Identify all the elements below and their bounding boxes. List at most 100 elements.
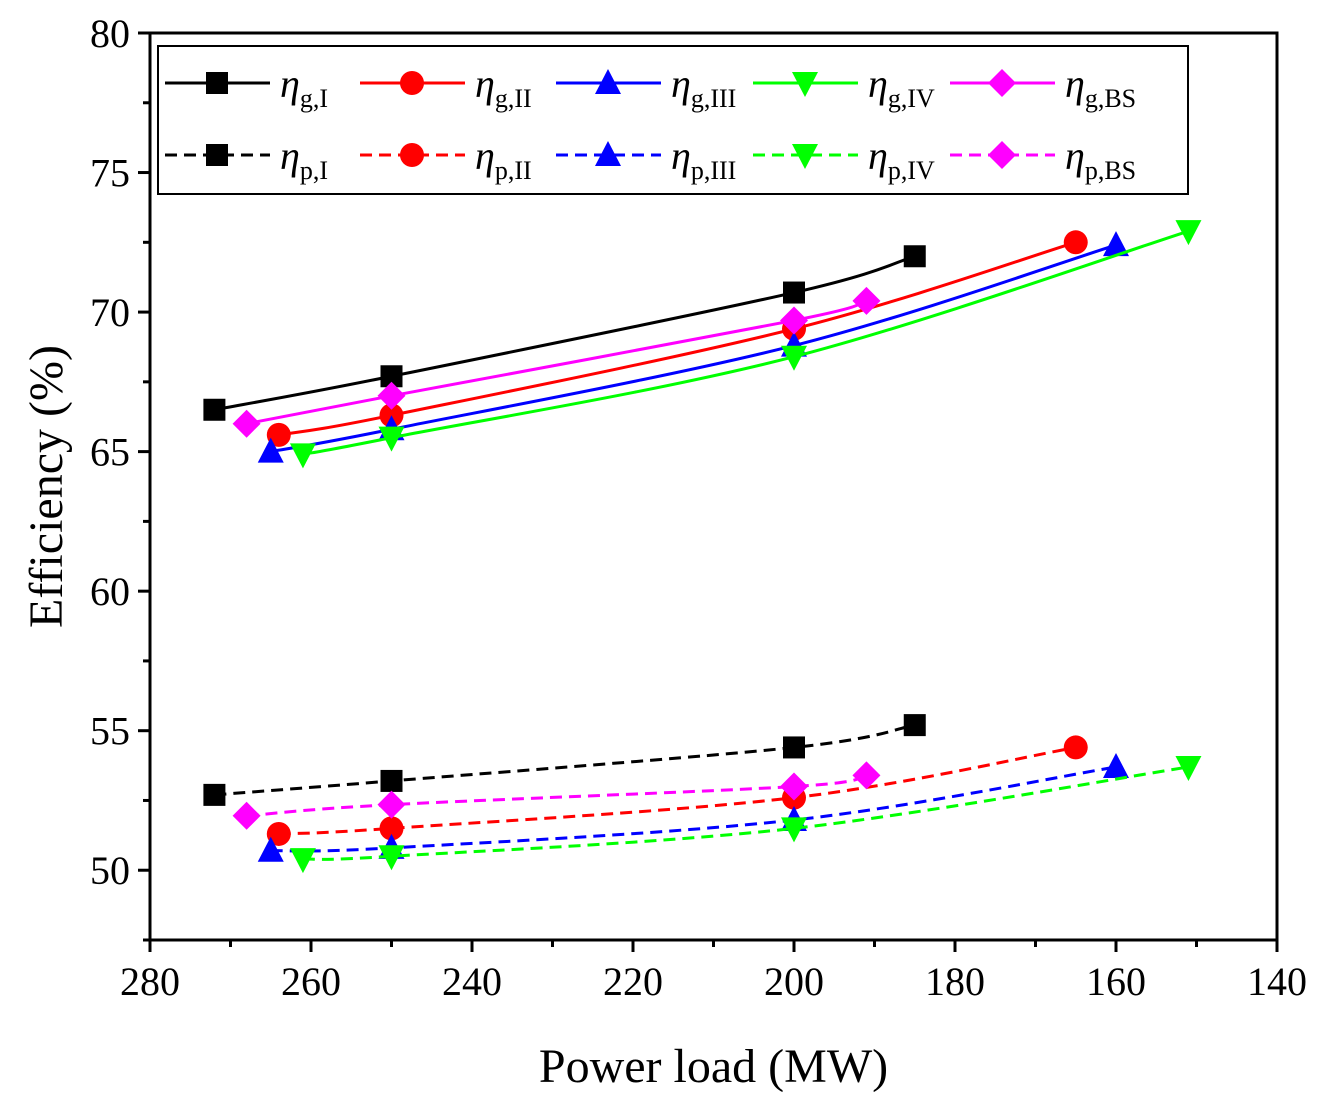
y-tick-label: 70: [90, 290, 130, 335]
data-point: [203, 398, 226, 421]
y-tick-label: 55: [90, 709, 130, 754]
data-point: [232, 409, 261, 438]
legend-marker: [595, 141, 621, 166]
legend-label-sub: g,BS: [1085, 84, 1136, 113]
series-line: [214, 254, 916, 412]
legend-label-sub: g,IV: [888, 84, 935, 113]
legend-item: ηg,BS: [950, 61, 1136, 113]
series-line: [302, 765, 1189, 861]
data-point: [378, 426, 405, 452]
data-point: [377, 381, 406, 410]
legend-label-main: η: [868, 133, 888, 178]
data-point: [203, 783, 226, 806]
legend-label-main: η: [475, 61, 495, 106]
legend-label: ηp,IV: [868, 133, 935, 185]
legend-marker: [792, 72, 818, 97]
data-point: [378, 845, 405, 871]
x-tick-label: 140: [1247, 959, 1307, 1004]
legend-label-main: η: [475, 133, 495, 178]
legend-label-main: η: [671, 61, 691, 106]
data-point: [903, 714, 926, 737]
data-point: [780, 772, 808, 801]
data-point: [852, 761, 881, 790]
legend-label: ηg,II: [475, 61, 532, 113]
legend-box: [157, 45, 1189, 195]
legend-label-sub: p,BS: [1085, 156, 1136, 185]
legend-label: ηp,BS: [1065, 133, 1136, 185]
y-tick-label: 65: [90, 430, 130, 475]
series-line: [278, 240, 1077, 437]
x-tick-label: 260: [281, 959, 341, 1004]
data-point: [1175, 755, 1202, 781]
legend-marker: [595, 69, 621, 94]
x-tick-label: 160: [1086, 959, 1146, 1004]
legend-label-sub: g,II: [495, 84, 532, 113]
y-axis-title: Efficiency (%): [20, 345, 73, 628]
data-point: [1175, 220, 1202, 246]
series-line: [214, 723, 916, 797]
series-ηg,I: [203, 245, 926, 421]
legend-label-sub: g,I: [300, 84, 328, 113]
legend-item: ηp,III: [556, 133, 736, 185]
data-point: [266, 422, 291, 447]
data-point: [852, 286, 881, 315]
legend-marker: [400, 71, 424, 95]
legend-label-main: η: [1065, 61, 1085, 106]
legend-label-sub: p,II: [495, 156, 532, 185]
series-line: [270, 243, 1117, 454]
data-point: [1103, 231, 1129, 257]
legend-label-main: η: [868, 61, 888, 106]
series-line: [246, 773, 867, 818]
series-ηp,I: [203, 714, 926, 806]
y-tick-label: 50: [90, 848, 130, 893]
data-point: [289, 443, 316, 469]
legend-item: ηp,IV: [753, 133, 935, 185]
data-point: [781, 345, 807, 371]
legend-label: ηp,I: [280, 133, 328, 185]
series-ηp,IV: [289, 755, 1202, 874]
data-point: [289, 848, 316, 874]
y-tick-label: 75: [90, 151, 130, 196]
legend-marker: [792, 144, 818, 169]
data-point: [257, 437, 284, 463]
y-tick-label: 60: [90, 569, 130, 614]
data-point: [1103, 752, 1129, 778]
legend-item: ηp,I: [165, 133, 328, 185]
series-ηg,II: [266, 230, 1088, 447]
data-point: [783, 281, 805, 304]
data-point: [266, 821, 291, 846]
y-axis: 50 55 60 65 70 75 80: [90, 11, 150, 942]
legend-label: ηg,IV: [868, 61, 935, 113]
legend-marker: [206, 72, 228, 94]
y-tick-label: 80: [90, 11, 130, 56]
x-tick-label: 280: [120, 959, 180, 1004]
legend-marker: [400, 143, 424, 167]
data-point: [1063, 230, 1088, 255]
legend-label-main: η: [280, 61, 300, 106]
data-point: [257, 836, 284, 862]
legend-item: ηg,III: [556, 61, 736, 113]
x-tick-label: 240: [442, 959, 502, 1004]
x-axis-title: Power load (MW): [539, 1040, 888, 1093]
legend-item: ηg,II: [360, 61, 532, 113]
data-point: [783, 736, 805, 759]
data-point: [377, 790, 406, 819]
legend-marker: [206, 144, 228, 166]
legend-marker: [988, 141, 1016, 169]
series-ηg,IV: [289, 220, 1202, 469]
legend-label-sub: g,III: [691, 84, 736, 113]
x-tick-label: 220: [603, 959, 663, 1004]
data-point: [1063, 735, 1088, 760]
data-point: [781, 817, 807, 843]
data-point: [379, 816, 404, 841]
legend-label-main: η: [671, 133, 691, 178]
data-point: [780, 306, 808, 335]
x-tick-label: 200: [764, 959, 824, 1004]
series-line: [270, 765, 1117, 853]
legend-item: ηg,IV: [753, 61, 935, 113]
legend-label-sub: p,III: [691, 156, 736, 185]
series-line: [246, 299, 867, 426]
legend-item: ηp,BS: [950, 133, 1136, 185]
x-axis: 280 260 240 220 200 180 160 140: [120, 940, 1307, 1004]
